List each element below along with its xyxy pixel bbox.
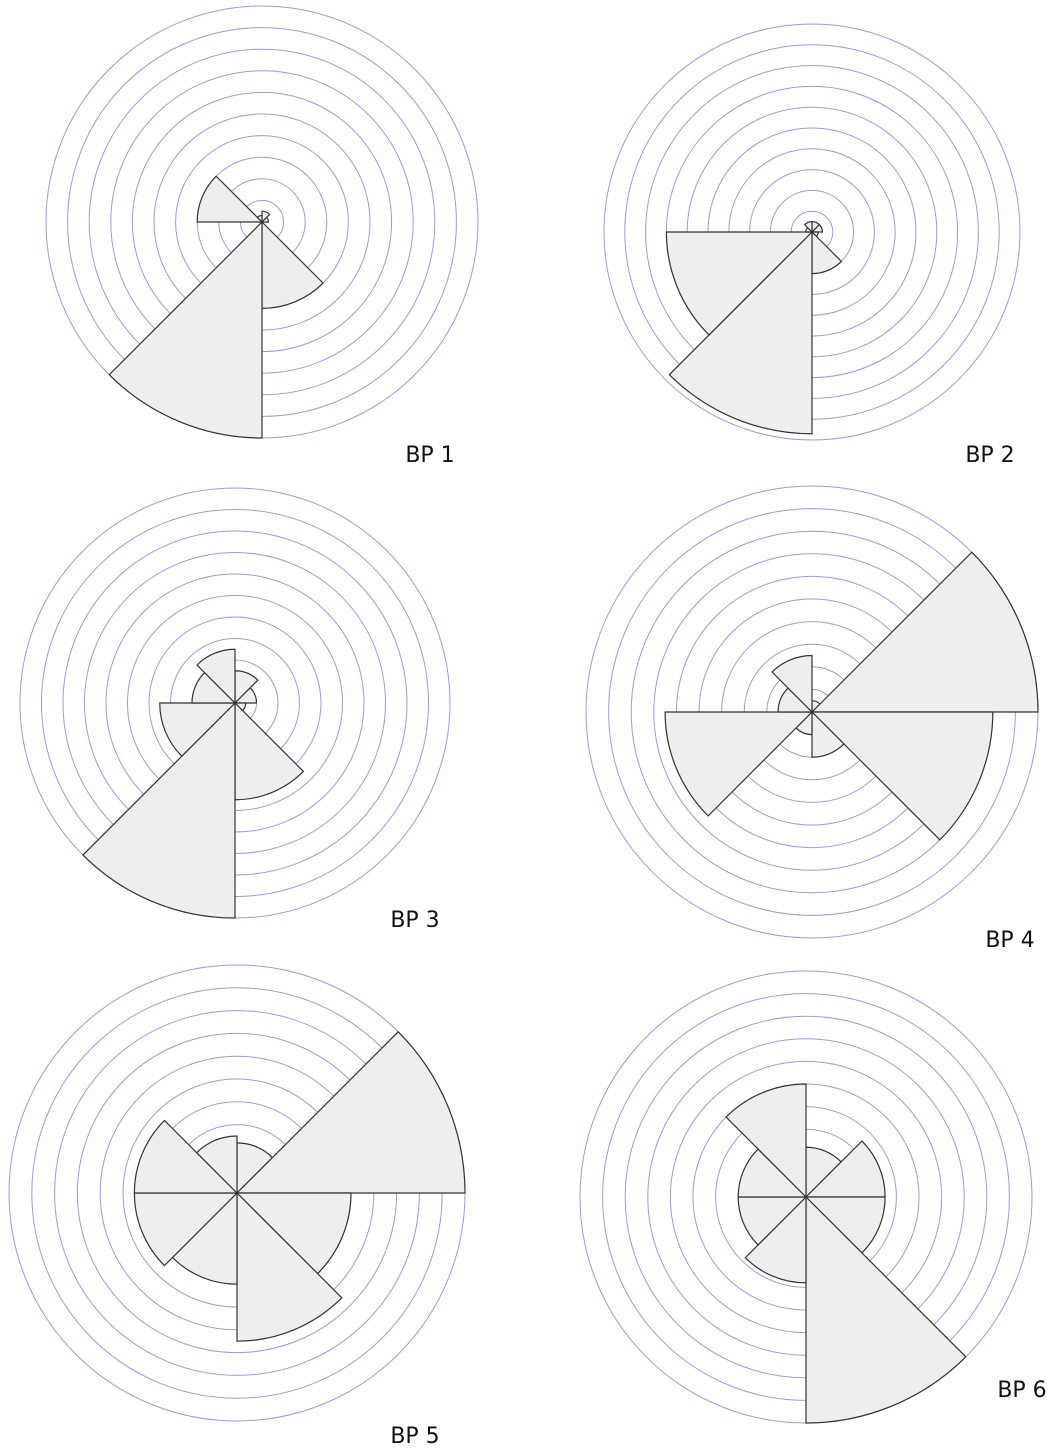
- sector: [236, 1191, 343, 1342]
- sector: [804, 1140, 886, 1198]
- sector: [803, 220, 813, 234]
- sector: [260, 216, 270, 223]
- sector: [159, 702, 237, 758]
- chart-label: BP 1: [405, 443, 454, 468]
- chart-label: BP 3: [390, 908, 439, 933]
- sector: [233, 686, 258, 704]
- sector: [744, 1195, 807, 1284]
- sector: [261, 220, 324, 310]
- sector: [810, 711, 994, 841]
- sector: [668, 230, 813, 435]
- sector: [196, 175, 264, 223]
- sector: [804, 1196, 886, 1254]
- sector: [195, 1135, 238, 1195]
- chart-label: BP 6: [997, 1378, 1046, 1403]
- sector: [811, 710, 845, 758]
- sector: [235, 1030, 466, 1194]
- sector: [810, 551, 1039, 713]
- sector: [805, 1195, 967, 1424]
- sector: [810, 223, 824, 233]
- sector: [771, 654, 813, 714]
- sector: [665, 231, 814, 336]
- sector: [664, 711, 814, 817]
- sector: [133, 1192, 239, 1267]
- sector: [108, 220, 263, 439]
- chart-label: BP 5: [390, 1424, 439, 1449]
- sector: [196, 648, 236, 705]
- sector: [235, 1192, 352, 1275]
- sector: [256, 214, 263, 224]
- chart-label: BP 2: [965, 443, 1014, 468]
- sector: [82, 701, 236, 919]
- sector: [725, 1083, 807, 1199]
- chart-label: BP 4: [985, 928, 1034, 953]
- sector: [234, 701, 305, 801]
- sector: [811, 230, 843, 275]
- grid-ring: [603, 23, 1021, 441]
- sector: [133, 1119, 239, 1194]
- sector: [171, 1191, 238, 1285]
